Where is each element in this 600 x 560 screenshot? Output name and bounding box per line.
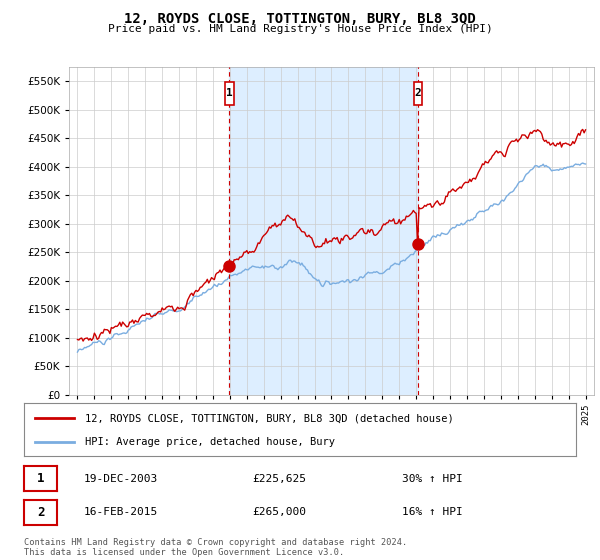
Text: This data is licensed under the Open Government Licence v3.0.: This data is licensed under the Open Gov… bbox=[24, 548, 344, 557]
Bar bbox=[229, 67, 418, 395]
Text: Contains HM Land Registry data © Crown copyright and database right 2024.: Contains HM Land Registry data © Crown c… bbox=[24, 538, 407, 547]
Text: Price paid vs. HM Land Registry's House Price Index (HPI): Price paid vs. HM Land Registry's House … bbox=[107, 24, 493, 34]
Text: £265,000: £265,000 bbox=[252, 507, 306, 517]
Text: 1: 1 bbox=[226, 88, 233, 99]
Text: 12, ROYDS CLOSE, TOTTINGTON, BURY, BL8 3QD (detached house): 12, ROYDS CLOSE, TOTTINGTON, BURY, BL8 3… bbox=[85, 413, 454, 423]
Text: 16-FEB-2015: 16-FEB-2015 bbox=[84, 507, 158, 517]
FancyBboxPatch shape bbox=[414, 82, 422, 105]
Text: 2: 2 bbox=[415, 88, 422, 99]
Text: 12, ROYDS CLOSE, TOTTINGTON, BURY, BL8 3QD: 12, ROYDS CLOSE, TOTTINGTON, BURY, BL8 3… bbox=[124, 12, 476, 26]
Text: 16% ↑ HPI: 16% ↑ HPI bbox=[402, 507, 463, 517]
Text: 19-DEC-2003: 19-DEC-2003 bbox=[84, 474, 158, 484]
Text: 1: 1 bbox=[37, 472, 44, 486]
Text: £225,625: £225,625 bbox=[252, 474, 306, 484]
Text: 30% ↑ HPI: 30% ↑ HPI bbox=[402, 474, 463, 484]
Text: 2: 2 bbox=[37, 506, 44, 519]
Text: HPI: Average price, detached house, Bury: HPI: Average price, detached house, Bury bbox=[85, 436, 335, 446]
FancyBboxPatch shape bbox=[225, 82, 233, 105]
